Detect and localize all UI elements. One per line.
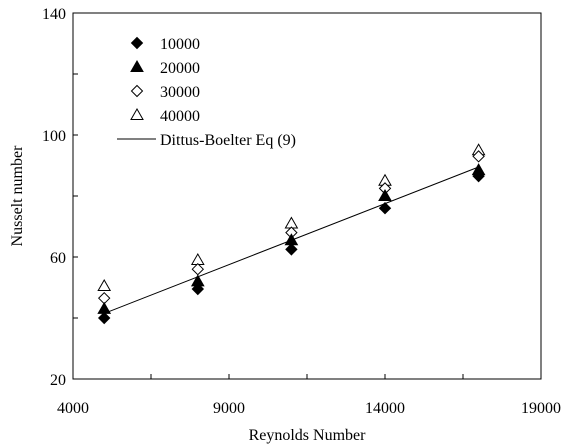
legend: 10000 20000 30000 40000 Dittus-Boelter E…	[117, 36, 296, 149]
legend-label: 10000	[160, 36, 200, 53]
legend-label: Dittus-Boelter Eq (9)	[160, 132, 296, 149]
data-point	[284, 216, 299, 229]
x-tick-label: 14000	[365, 400, 405, 417]
data-point	[472, 150, 485, 163]
axis-ticks	[72, 12, 542, 380]
legend-marker	[130, 36, 144, 50]
series-layer	[97, 143, 486, 325]
data-point	[191, 262, 205, 276]
x-tick-label: 19000	[521, 400, 561, 417]
y-tick-label: 20	[50, 372, 66, 389]
legend-label: 30000	[160, 84, 200, 101]
data-point	[97, 278, 112, 291]
legend-label: 20000	[160, 60, 200, 77]
data-point	[97, 311, 111, 325]
y-axis-title: Nusselt number	[9, 145, 26, 247]
data-point	[472, 169, 485, 183]
legend-marker	[130, 84, 144, 98]
data-point	[190, 253, 205, 266]
data-point	[97, 301, 112, 314]
data-point	[284, 233, 299, 246]
data-point	[191, 282, 205, 296]
data-point	[378, 188, 392, 201]
plot-frame	[72, 12, 542, 380]
x-tick-label: 9000	[213, 400, 245, 417]
legend-label: 40000	[160, 108, 200, 125]
y-tick-label: 140	[42, 6, 66, 23]
legend-marker	[130, 59, 144, 72]
y-tick-label: 60	[50, 250, 66, 267]
data-point	[285, 243, 298, 256]
x-axis-title: Reynolds Number	[249, 427, 367, 444]
data-point	[378, 201, 392, 215]
x-tick-label: 4000	[57, 400, 89, 417]
legend-marker	[130, 107, 144, 120]
y-tick-label: 100	[42, 128, 66, 145]
